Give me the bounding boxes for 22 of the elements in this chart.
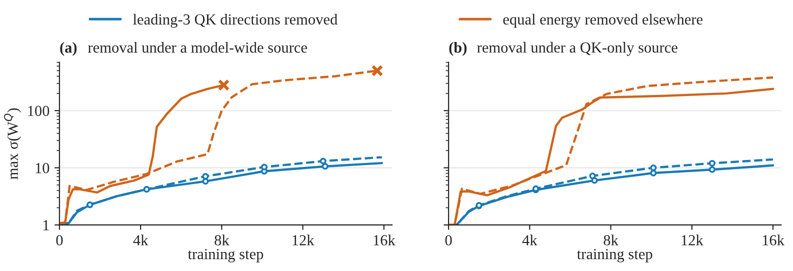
y-tick-label: 100 <box>28 106 50 116</box>
chart-subtitle: removal under a model-wide source <box>88 42 307 53</box>
x-tick-label: 12k <box>682 234 704 246</box>
x-axis-title: training step <box>188 248 264 262</box>
chart-title: (b) <box>449 42 467 56</box>
y-axis-title: max σ(W$^{Q}$) <box>4 108 22 180</box>
x-tick-label: 4k <box>133 234 148 246</box>
chart-title: (a) <box>60 42 77 56</box>
legend-label: leading-3 QK directions removed <box>133 14 338 28</box>
y-tick-label: 10 <box>36 162 50 174</box>
x-tick-label: 8k <box>214 234 230 246</box>
x-tick-label: 0 <box>445 235 452 246</box>
legend-label: equal energy removed elsewhere <box>503 14 702 28</box>
chart-subtitle: removal under a QK-only source <box>477 42 678 56</box>
x-tick-label: 4k <box>522 234 538 246</box>
x-tick-label: 12k <box>292 234 314 246</box>
x-tick-label: 16k <box>762 234 784 246</box>
x-axis-title: training step <box>577 248 652 262</box>
x-tick-label: 0 <box>56 235 63 246</box>
x-tick-label: 8k <box>604 234 618 246</box>
x-tick-label: 16k <box>374 234 396 246</box>
y-tick-label: 1 <box>43 220 49 230</box>
